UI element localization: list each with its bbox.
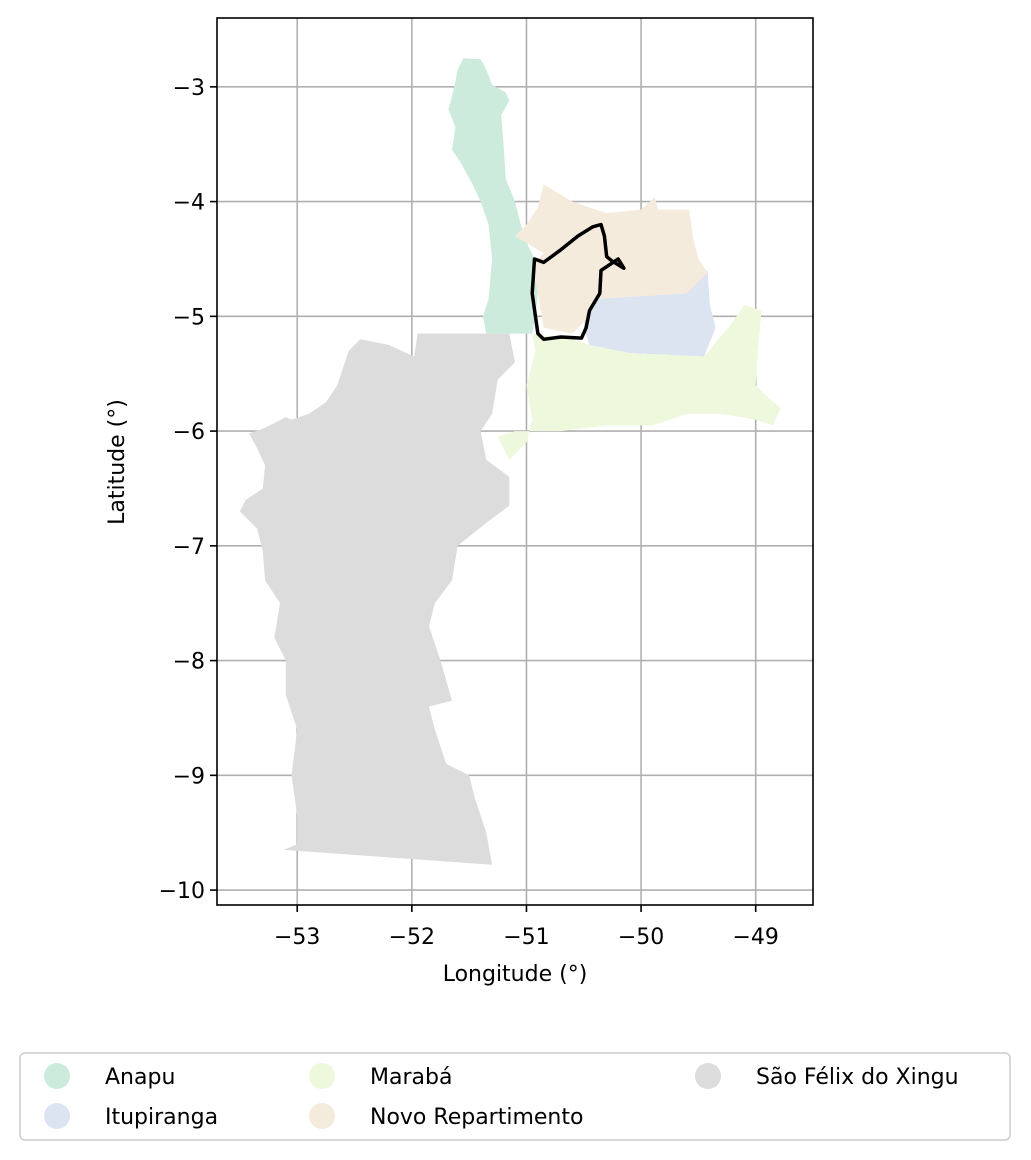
highlight-outline	[530, 222, 626, 342]
x-tick-label: −53	[274, 925, 320, 950]
x-tick-label: −52	[389, 925, 435, 950]
legend-marker	[309, 1063, 335, 1089]
x-tick-label: −50	[618, 925, 664, 950]
legend-label: Anapu	[105, 1065, 175, 1090]
y-axis-title: Latitude (°)	[105, 399, 130, 525]
y-tick-label: −5	[173, 305, 205, 330]
region-sao-felix-do-xingu	[239, 333, 515, 865]
x-tick-label: −51	[503, 925, 549, 950]
x-tick-label: −49	[732, 925, 778, 950]
legend-label: São Félix do Xingu	[756, 1065, 959, 1090]
plot-frame	[216, 17, 814, 906]
y-tick-label: −7	[173, 535, 205, 560]
legend-marker	[309, 1103, 335, 1129]
y-axis-ticks: −3 −4 −5 −6 −7 −8 −9 −10	[159, 76, 217, 904]
region-maraba	[497, 304, 781, 460]
legend-label: Novo Repartimento	[370, 1105, 583, 1130]
region-itupiranga	[583, 270, 716, 357]
y-tick-label: −4	[173, 191, 205, 216]
y-tick-label: −10	[159, 879, 205, 904]
legend: Anapu Itupiranga Marabá Novo Repartimento Sã…	[44, 1063, 959, 1130]
region-anapu	[448, 58, 544, 334]
legend-box	[19, 1052, 1011, 1141]
legend-label: Marabá	[370, 1065, 452, 1090]
y-tick-label: −6	[173, 420, 205, 445]
map-regions	[239, 58, 781, 865]
y-tick-label: −9	[173, 764, 205, 789]
y-tick-label: −8	[173, 650, 205, 675]
highlight-boundary	[530, 222, 626, 342]
legend-marker	[44, 1063, 70, 1089]
legend-label: Itupiranga	[105, 1105, 218, 1130]
x-axis-title: Longitude (°)	[443, 962, 588, 987]
x-axis-ticks: −53 −52 −51 −50 −49	[274, 905, 779, 950]
legend-marker	[44, 1103, 70, 1129]
legend-marker	[695, 1063, 721, 1089]
y-tick-label: −3	[173, 76, 205, 101]
